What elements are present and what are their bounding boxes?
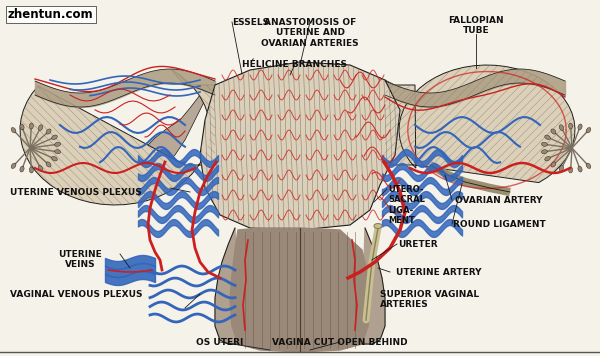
Ellipse shape — [55, 142, 61, 146]
Ellipse shape — [578, 166, 582, 172]
Ellipse shape — [545, 156, 550, 161]
Ellipse shape — [46, 162, 51, 167]
Text: UTERO-
SACRAL
LIGA-
MENT: UTERO- SACRAL LIGA- MENT — [388, 185, 425, 225]
Polygon shape — [200, 62, 400, 230]
Text: UTERINE VENOUS PLEXUS: UTERINE VENOUS PLEXUS — [10, 188, 142, 197]
Ellipse shape — [55, 150, 61, 154]
Ellipse shape — [20, 166, 24, 172]
Ellipse shape — [20, 124, 24, 130]
Ellipse shape — [46, 129, 51, 134]
Ellipse shape — [29, 167, 34, 173]
Text: ANASTOMOSIS OF
UTERINE AND
OVARIAN ARTERIES: ANASTOMOSIS OF UTERINE AND OVARIAN ARTER… — [261, 18, 359, 48]
Ellipse shape — [374, 224, 382, 229]
Ellipse shape — [541, 142, 547, 146]
Ellipse shape — [559, 125, 563, 131]
Polygon shape — [215, 228, 238, 344]
Polygon shape — [20, 69, 215, 205]
Text: ROUND LIGAMENT: ROUND LIGAMENT — [453, 220, 546, 229]
Text: VAGINAL VENOUS PLEXUS: VAGINAL VENOUS PLEXUS — [10, 290, 143, 299]
Ellipse shape — [586, 163, 591, 168]
Text: OS UTERI: OS UTERI — [196, 338, 244, 347]
Ellipse shape — [586, 127, 591, 133]
Ellipse shape — [52, 135, 57, 140]
Ellipse shape — [29, 123, 34, 129]
Text: OVARIAN ARTERY: OVARIAN ARTERY — [455, 196, 542, 205]
Ellipse shape — [11, 163, 16, 168]
Text: ESSELS: ESSELS — [232, 18, 269, 27]
Text: zhentun.com: zhentun.com — [8, 8, 94, 21]
Text: FALLOPIAN
TUBE: FALLOPIAN TUBE — [448, 16, 504, 35]
Polygon shape — [385, 65, 575, 183]
Text: UTERINE
VEINS: UTERINE VEINS — [58, 250, 102, 269]
Ellipse shape — [52, 156, 57, 161]
Polygon shape — [230, 228, 370, 352]
Polygon shape — [140, 85, 215, 170]
Ellipse shape — [38, 166, 43, 171]
Text: VAGINA CUT OPEN BEHIND: VAGINA CUT OPEN BEHIND — [272, 338, 408, 347]
Ellipse shape — [578, 124, 582, 130]
Ellipse shape — [541, 150, 547, 154]
Text: URETER: URETER — [398, 240, 437, 249]
Text: UTERINE ARTERY: UTERINE ARTERY — [396, 268, 482, 277]
Text: SUPERIOR VAGINAL
ARTERIES: SUPERIOR VAGINAL ARTERIES — [380, 290, 479, 309]
Ellipse shape — [38, 125, 43, 131]
Ellipse shape — [11, 127, 16, 133]
Ellipse shape — [569, 123, 572, 129]
Ellipse shape — [545, 135, 550, 140]
Ellipse shape — [559, 166, 563, 171]
Text: HÉLICINE BRANCHES: HÉLICINE BRANCHES — [242, 60, 347, 69]
Ellipse shape — [551, 129, 556, 134]
Ellipse shape — [569, 167, 572, 173]
Polygon shape — [385, 80, 452, 165]
Polygon shape — [362, 228, 385, 344]
Ellipse shape — [551, 162, 556, 167]
